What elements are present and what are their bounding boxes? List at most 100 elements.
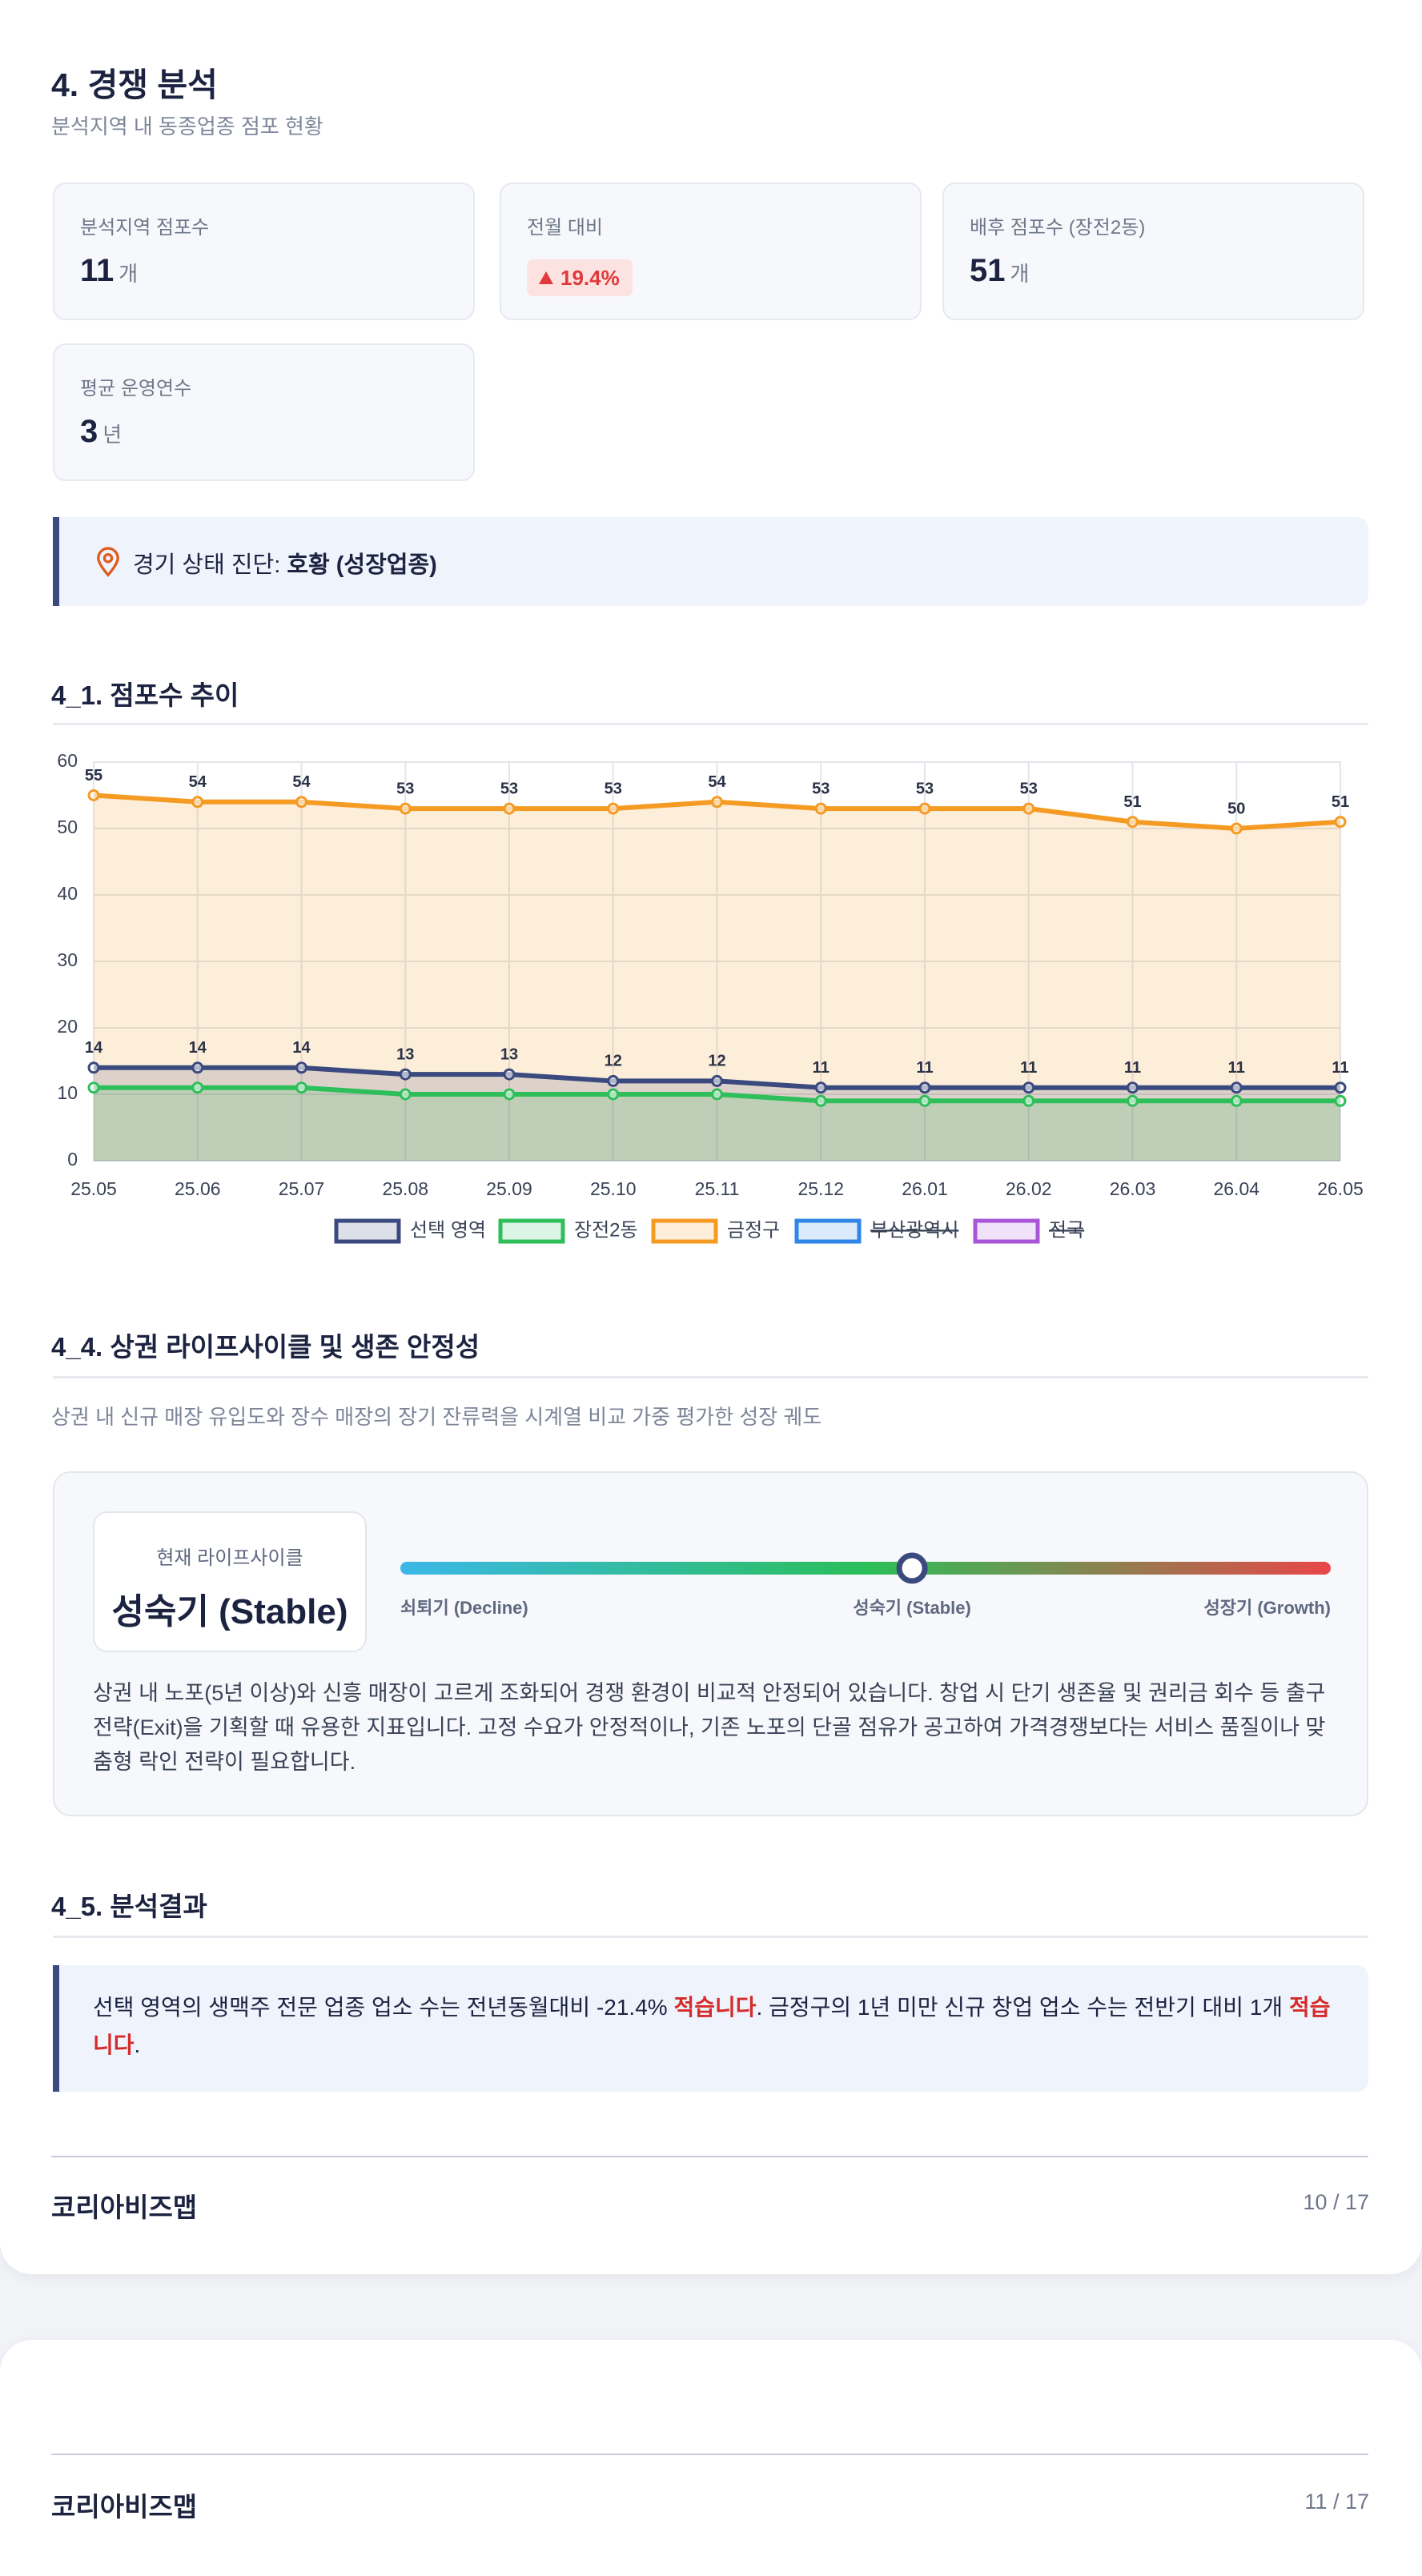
result-text: 선택 영역의 생맥주 전문 업종 업소 수는 전년동월대비 -21.4% 적습니… <box>93 1988 1342 2064</box>
point <box>1127 1081 1139 1094</box>
stat-number: 19.4% <box>560 265 620 290</box>
stat-label: 배후 점포수 (장전2동) <box>970 217 1146 239</box>
diagnosis-text: 경기 상태 진단: 호황 (성장업종) <box>133 546 437 580</box>
up-arrow-icon <box>539 271 553 284</box>
data-label: 53 <box>500 780 518 797</box>
legend-label: 선택 영역 <box>410 1219 486 1241</box>
stat-unit: 개 <box>118 262 139 286</box>
point <box>503 802 516 815</box>
point <box>918 802 931 815</box>
point <box>191 796 204 809</box>
x-tick-label: 26.05 <box>1317 1178 1364 1199</box>
stat-card: 배후 점포수 (장전2동) 51 개 <box>942 183 1364 320</box>
data-label: 13 <box>500 1045 518 1063</box>
section-heading: 4_4. 상권 라이프사이클 및 생존 안정성 <box>51 1332 480 1362</box>
lifecycle-current-value: 성숙기 (Stable) <box>111 1592 348 1631</box>
data-label: 54 <box>189 773 207 791</box>
text: 선택 영역의 생맥주 전문 업종 업소 수는 전년동월대비 -21.4% <box>93 1995 674 2020</box>
point <box>503 1068 516 1081</box>
stat-number: 11 <box>80 253 114 288</box>
stat-value: 51 개 <box>970 253 1029 289</box>
divider <box>53 1936 1368 1938</box>
point <box>1230 1094 1243 1107</box>
divider <box>53 1376 1368 1378</box>
diagnosis-box: 경기 상태 진단: 호황 (성장업종) <box>53 517 1368 606</box>
x-tick-label: 26.01 <box>902 1178 948 1199</box>
section-heading: 4_5. 분석결과 <box>51 1892 207 1921</box>
legend-label: 전국 <box>1049 1219 1084 1241</box>
data-label: 14 <box>189 1039 207 1057</box>
stat-card: 전월 대비 19.4% <box>500 183 922 320</box>
section-description: 상권 내 신규 매장 유입도와 장수 매장의 장기 잔류력을 시계열 비교 가중… <box>51 1405 822 1429</box>
point <box>295 796 307 809</box>
footer-brand: 코리아비즈맵 <box>51 2492 198 2522</box>
stat-value: 11 개 <box>80 253 138 289</box>
data-label: 13 <box>396 1045 414 1063</box>
lifecycle-current-label: 현재 라이프사이클 <box>156 1547 303 1569</box>
data-label: 53 <box>812 780 830 797</box>
point <box>607 1088 620 1101</box>
x-tick-label: 25.08 <box>382 1178 428 1199</box>
x-tick-label: 25.11 <box>695 1178 740 1199</box>
data-label: 55 <box>85 767 102 784</box>
legend-swatch <box>973 1218 1040 1244</box>
data-label: 11 <box>1124 1059 1141 1077</box>
y-tick-label: 30 <box>57 949 78 970</box>
legend-label: 장전2동 <box>574 1219 638 1241</box>
lifecycle-current-card: 현재 라이프사이클 성숙기 (Stable) <box>93 1511 367 1652</box>
diagnosis-value: 호황 (성장업종) <box>287 552 437 578</box>
point <box>399 802 412 815</box>
data-label: 53 <box>1020 780 1038 797</box>
stat-label: 평균 운영연수 <box>80 378 192 399</box>
point <box>711 1074 723 1087</box>
data-label: 53 <box>916 780 934 797</box>
point <box>1230 822 1243 835</box>
y-tick-label: 60 <box>57 750 78 771</box>
footer-divider <box>51 2156 1368 2157</box>
x-tick-label: 25.09 <box>486 1178 532 1199</box>
point <box>1334 816 1347 829</box>
point <box>814 802 827 815</box>
data-label: 11 <box>1332 1059 1348 1077</box>
point <box>295 1081 307 1094</box>
x-tick-label: 25.10 <box>590 1178 637 1199</box>
lifecycle-track <box>400 1562 1331 1575</box>
stat-unit: 개 <box>1010 262 1030 286</box>
data-label: 12 <box>708 1053 725 1070</box>
point <box>1127 1094 1139 1107</box>
emphasis-text: 적습니다 <box>673 1995 757 2020</box>
point <box>295 1061 307 1074</box>
data-label: 11 <box>1228 1059 1245 1077</box>
lifecycle-box: 현재 라이프사이클 성숙기 (Stable) 쇠퇴기 (Decline) 성숙기 … <box>53 1471 1368 1816</box>
stat-label: 전월 대비 <box>527 217 603 239</box>
point <box>918 1081 931 1094</box>
legend-swatch <box>498 1218 565 1244</box>
legend-swatch <box>334 1218 401 1244</box>
x-tick-label: 25.05 <box>70 1178 117 1199</box>
point <box>607 1074 620 1087</box>
point <box>87 789 100 801</box>
x-tick-label: 25.07 <box>279 1178 325 1199</box>
location-icon <box>97 547 119 577</box>
data-label: 11 <box>813 1059 830 1077</box>
footer-divider <box>51 2454 1368 2455</box>
footer-brand: 코리아비즈맵 <box>51 2193 198 2222</box>
section-title: 4. 경쟁 분석 <box>51 66 218 103</box>
data-label: 54 <box>292 773 311 791</box>
line-chart: 0 10 20 30 40 50 60 25.05 25.06 25.07 25.08 25.09 25… <box>57 750 1364 1244</box>
y-tick-label: 50 <box>57 817 78 837</box>
diagnosis-label: 경기 상태 진단: <box>133 552 281 578</box>
x-tick-label: 25.06 <box>175 1178 221 1199</box>
point <box>399 1088 412 1101</box>
lifecycle-scale-label: 쇠퇴기 (Decline) <box>400 1598 528 1618</box>
lifecycle-scale-label: 성장기 (Growth) <box>1204 1598 1331 1618</box>
emphasis-text: 적습니다 <box>93 1995 1331 2057</box>
point <box>1022 1081 1035 1094</box>
point <box>87 1061 100 1074</box>
legend-swatch <box>651 1218 718 1244</box>
point <box>191 1061 204 1074</box>
data-label: 54 <box>708 773 726 791</box>
footer-page: 11 / 17 <box>1304 2490 1369 2514</box>
stat-card: 분석지역 점포수 11 개 <box>53 183 475 320</box>
point <box>711 796 723 809</box>
